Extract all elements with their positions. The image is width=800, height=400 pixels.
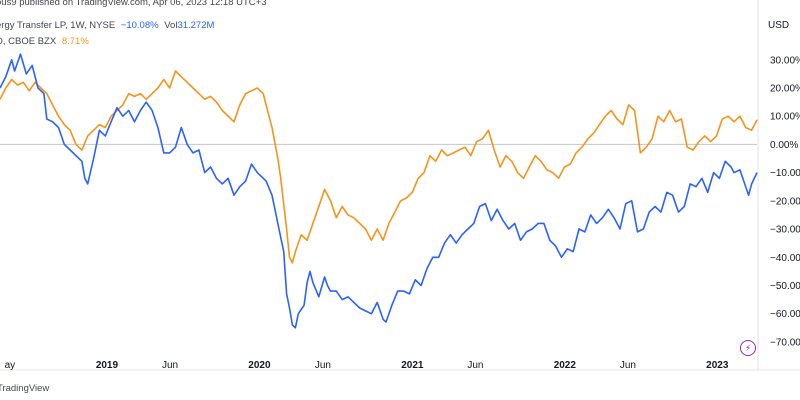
y-tick-label: −60.00% [770, 309, 800, 320]
series-line [0, 70, 758, 264]
published-info: ous9 published on TradingView.com, Apr 0… [0, 0, 267, 8]
legend-compare-label: D, CBOE BZX [0, 36, 57, 47]
y-tick-label: −20.00% [770, 196, 800, 207]
y-tick-label: 20.00% [770, 83, 800, 94]
y-tick-label: −70.00% [770, 337, 800, 348]
y-tick-label: −50.00% [770, 281, 800, 292]
x-tick-label: 2022 [554, 360, 577, 371]
legend-compare-change: 8.71% [61, 36, 89, 47]
series-line [0, 53, 758, 329]
tradingview-brand: TradingView [0, 383, 50, 394]
lightning-icon[interactable]: ⚡ [740, 340, 756, 356]
y-tick-label: −30.00% [770, 225, 800, 236]
x-tick-label: 2023 [706, 360, 729, 371]
legend-compare-row: D, CBOE BZX 8.71% [0, 34, 214, 50]
legend-volume-label: Vol [164, 20, 178, 31]
legend-main-label: ergy Transfer LP, 1W, NYSE [0, 20, 116, 31]
x-tick-label: 2020 [248, 360, 271, 371]
x-tick-label: 2021 [401, 360, 424, 371]
legend-volume-value: 31.272M [177, 20, 215, 31]
x-tick-label: Jun [467, 360, 483, 371]
legend-main-row: ergy Transfer LP, 1W, NYSE −10.08% Vol31… [0, 18, 214, 34]
y-tick-label: 0.00% [770, 140, 798, 151]
y-tick-label: 10.00% [770, 112, 800, 123]
x-tick-label: 2019 [96, 360, 119, 371]
x-tick-label: Jun [620, 360, 636, 371]
legend-main-change: −10.08% [120, 20, 159, 31]
chart-legend: ergy Transfer LP, 1W, NYSE −10.08% Vol31… [0, 18, 214, 50]
currency-label: USD [768, 20, 790, 31]
x-tick-label: ay [5, 360, 16, 371]
y-tick-label: −40.00% [770, 253, 800, 264]
y-tick-label: −10.00% [770, 168, 800, 179]
x-tick-label: Jun [315, 360, 331, 371]
x-tick-label: Jun [162, 360, 178, 371]
y-tick-label: 30.00% [770, 55, 800, 66]
